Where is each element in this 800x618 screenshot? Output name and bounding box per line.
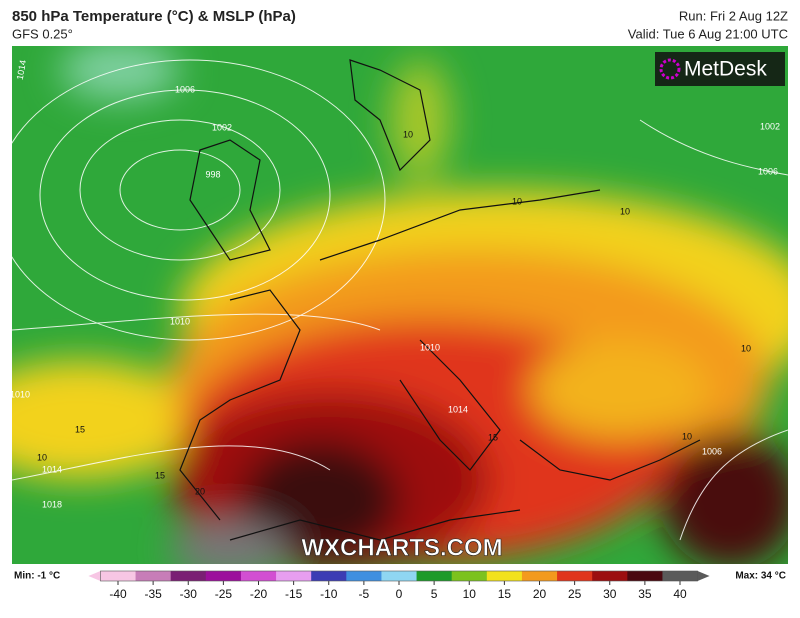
colorbar-swatch	[205, 571, 242, 581]
colorbar: -40 -35 -30 -25 -20 -15 -10 -5 0 5 10 15 20 25 30 35 40	[88, 570, 710, 601]
map-labels: 1014100610029981010101010141018100610021…	[10, 59, 780, 509]
temperature-label: 20	[195, 486, 205, 496]
watermark: WXCHARTS.COM	[301, 534, 502, 561]
colorbar-swatch	[240, 571, 277, 581]
colorbar-tick-label: -10	[320, 587, 338, 601]
colorbar-tick-label: 15	[498, 587, 512, 601]
isobar-label: 1006	[175, 84, 195, 94]
temperature-label: 10	[37, 452, 47, 462]
isobar-label: 1002	[760, 121, 780, 131]
valid: Valid: Tue 6 Aug 21:00 UTC	[628, 26, 788, 41]
logo: MetDesk	[684, 58, 767, 81]
isobar-label: 1018	[42, 499, 62, 509]
isobar-label: 1006	[702, 446, 722, 456]
colorbar-swatch	[135, 571, 172, 581]
colorbar-tick-label: 40	[673, 587, 687, 601]
isobar-label: 1010	[420, 342, 440, 352]
colorbar-swatch	[346, 571, 382, 581]
colorbar-tick-label: 0	[396, 587, 403, 601]
colorbar-arrow-right	[697, 571, 710, 581]
colorbar-swatch	[276, 571, 312, 581]
isobar-label: 1010	[10, 389, 30, 399]
colorbar-swatch	[486, 571, 523, 581]
colorbar-tick-label: 25	[568, 587, 582, 601]
colorbar-tick-label: -15	[285, 587, 303, 601]
colorbar-tick-label: -40	[109, 587, 127, 601]
isobar-label: 1014	[448, 404, 468, 414]
colorbar-tick-label: 35	[638, 587, 652, 601]
isobar-label: 998	[205, 169, 220, 179]
colorbar-swatch	[311, 571, 347, 581]
colorbar-tick-label: -35	[144, 587, 162, 601]
colorbar-tick-label: -20	[250, 587, 268, 601]
map	[12, 46, 788, 564]
isobar-label: 1014	[15, 59, 28, 80]
colorbar-swatch	[416, 571, 453, 581]
colorbar-arrow-left	[88, 571, 101, 581]
colorbar-swatch	[592, 571, 628, 581]
temperature-label: 10	[403, 129, 413, 139]
colorbar-swatch	[381, 571, 418, 581]
colorbar-swatch	[170, 571, 207, 581]
colorbar-tick-label: -30	[180, 587, 198, 601]
temperature-label: 10	[620, 206, 630, 216]
colorbar-swatch	[451, 571, 488, 581]
colorbar-tick-label: 10	[463, 587, 477, 601]
max-label: Max: 34 °C	[735, 571, 786, 582]
colorbar-tick-label: 30	[603, 587, 617, 601]
isobar-label: 1014	[42, 464, 62, 474]
temperature-label: 15	[488, 432, 498, 442]
min-label: Min: -1 °C	[14, 571, 60, 582]
colorbar-tick-label: 5	[431, 587, 438, 601]
logo-box: MetDesk	[655, 52, 785, 86]
run: Run: Fri 2 Aug 12Z	[679, 8, 788, 23]
colorbar-swatch	[627, 571, 663, 581]
title: 850 hPa Temperature (°C) & MSLP (hPa)	[12, 8, 296, 25]
isobar-label: 1010	[170, 316, 190, 326]
colorbar-tick-label: -25	[215, 587, 233, 601]
colorbar-tick-label: 20	[533, 587, 547, 601]
temperature-label: 15	[155, 470, 165, 480]
temperature-label: 10	[512, 196, 522, 206]
isobar-label: 1002	[212, 122, 232, 132]
colorbar-swatch	[557, 571, 593, 581]
colorbar-swatch	[662, 571, 699, 581]
temperature-label: 10	[741, 343, 751, 353]
isobar-label: 1006	[758, 166, 778, 176]
colorbar-tick-label: -5	[359, 587, 370, 601]
temperature-label: 15	[75, 424, 85, 434]
colorbar-swatch	[100, 571, 137, 581]
colorbar-swatch	[521, 571, 558, 581]
temperature-label: 10	[682, 431, 692, 441]
colorbar-border	[100, 570, 698, 582]
model: GFS 0.25°	[12, 26, 73, 41]
